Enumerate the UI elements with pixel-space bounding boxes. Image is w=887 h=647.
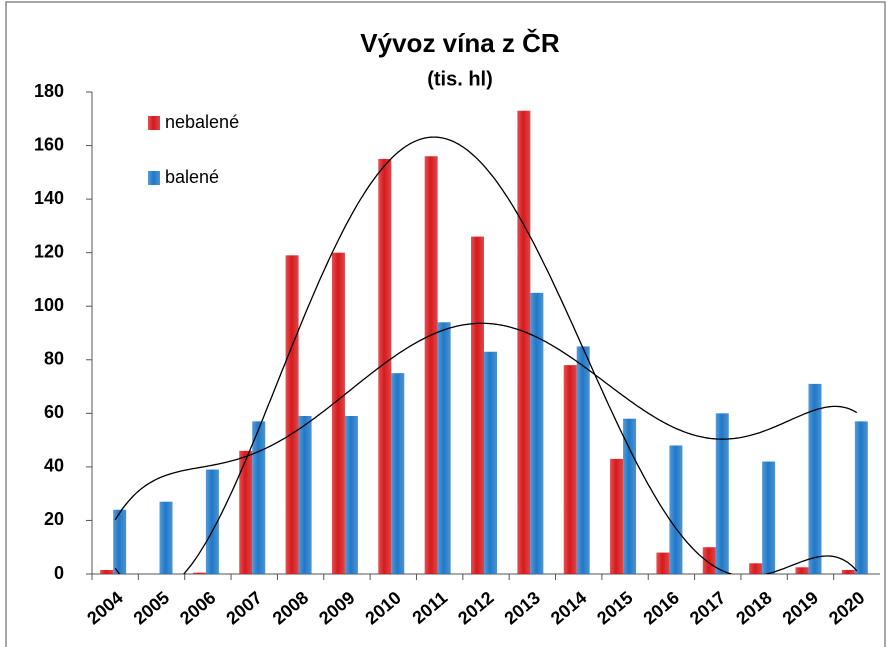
bar <box>610 458 624 574</box>
legend-label: nebalené <box>165 112 239 132</box>
bar <box>563 365 577 574</box>
chart-title: Vývoz vína z ČR <box>360 28 560 58</box>
bar <box>762 461 776 574</box>
y-tick-label: 120 <box>34 241 64 261</box>
bar <box>749 563 763 574</box>
bar <box>484 351 497 574</box>
bar <box>378 158 392 574</box>
bar <box>437 322 451 574</box>
y-tick-label: 180 <box>34 81 64 101</box>
bar <box>702 547 716 574</box>
y-tick-label: 0 <box>54 563 64 583</box>
bar <box>841 569 855 574</box>
legend-swatch <box>148 116 160 130</box>
bar <box>656 552 670 574</box>
bar <box>715 413 729 574</box>
trendline <box>114 136 858 574</box>
bar <box>192 572 206 574</box>
bar <box>808 383 822 574</box>
bar <box>113 509 127 574</box>
legend-label: balené <box>165 167 219 187</box>
bar <box>669 445 683 574</box>
bar <box>285 255 299 574</box>
bar <box>854 421 868 574</box>
y-tick-label: 80 <box>44 349 64 369</box>
bar <box>471 236 484 574</box>
bar <box>159 501 173 574</box>
bar <box>424 156 438 574</box>
y-tick-label: 140 <box>34 188 64 208</box>
bar <box>530 292 544 574</box>
bar <box>239 450 253 574</box>
bar <box>517 110 531 574</box>
bar <box>344 416 358 574</box>
bar <box>331 252 345 574</box>
trendline <box>114 322 858 521</box>
bar <box>391 373 405 574</box>
y-tick-label: 40 <box>44 456 64 476</box>
chart-subtitle: (tis. hl) <box>427 68 493 90</box>
bar <box>100 569 114 574</box>
y-tick-label: 100 <box>34 295 64 315</box>
bar <box>623 418 637 574</box>
legend-swatch <box>148 171 160 185</box>
y-tick-label: 160 <box>34 134 64 154</box>
bar <box>205 469 219 574</box>
bar <box>795 567 809 574</box>
y-tick-label: 60 <box>44 402 64 422</box>
y-tick-label: 20 <box>44 509 64 529</box>
bar <box>576 346 590 574</box>
bar <box>252 421 266 574</box>
bar <box>298 416 312 574</box>
